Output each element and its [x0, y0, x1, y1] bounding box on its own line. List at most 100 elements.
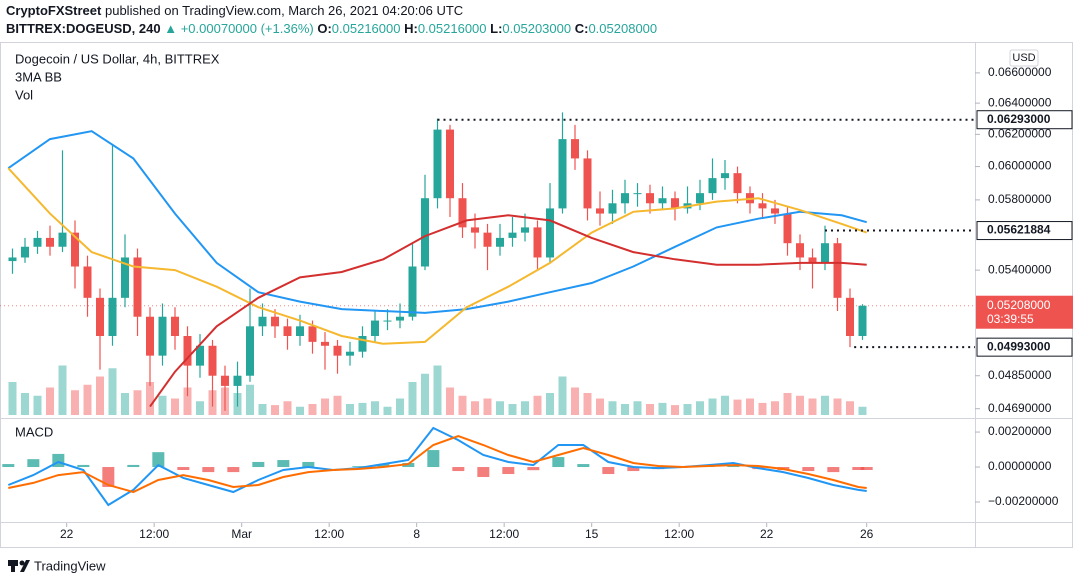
candle-body: [721, 173, 729, 179]
candle-body: [833, 243, 842, 298]
volume-bar: [183, 387, 192, 415]
candle-body: [583, 158, 592, 209]
volume-bar: [158, 395, 167, 415]
volume-bar: [283, 401, 292, 415]
x-tick-label: 12:00: [139, 527, 169, 541]
volume-bar: [658, 402, 667, 415]
volume-bar: [833, 398, 842, 415]
candle-body: [108, 297, 117, 337]
volume-bar: [846, 401, 854, 415]
price-level-box: [976, 110, 1073, 130]
ohlc-label: C:: [575, 21, 589, 36]
y-tick-label: 0.06600000: [988, 65, 1052, 79]
volume-bar: [483, 398, 492, 415]
volume-bar: [458, 395, 467, 415]
volume-bar: [396, 398, 404, 415]
indicator-line: [8, 435, 867, 494]
candle-body: [671, 198, 679, 209]
volume-bar: [346, 404, 354, 415]
volume-bar: [383, 406, 392, 415]
volume-bar: [333, 395, 342, 415]
candle-body: [646, 193, 654, 204]
x-tick-label: 12:00: [314, 527, 344, 541]
candle-body: [433, 129, 442, 199]
histogram-bar: [177, 467, 190, 470]
candle-body: [158, 316, 167, 356]
histogram-bar: [477, 467, 490, 477]
candle-body: [846, 297, 854, 337]
volume-bar: [471, 401, 479, 415]
volume-bar: [746, 398, 754, 415]
volume-bar: [33, 395, 42, 415]
histogram-bar: [852, 467, 865, 470]
volume-bar: [708, 398, 717, 415]
candle-body: [758, 203, 767, 209]
candle-body: [96, 297, 104, 337]
candle-body: [21, 246, 29, 258]
y-tick-label: 0.04850000: [988, 368, 1052, 382]
volume-bar: [608, 401, 617, 415]
histogram-bar: [552, 457, 565, 468]
histogram-bar: [502, 467, 515, 475]
ohlc-label: O:: [317, 21, 331, 36]
indicator-label: 3MA BB: [15, 69, 62, 84]
volume-bar: [446, 387, 454, 415]
candle-body: [733, 173, 742, 194]
candle-body: [571, 139, 579, 159]
volume-bar: [196, 401, 204, 415]
histogram-bar: [577, 464, 590, 468]
candle-body: [708, 178, 717, 194]
histogram-bar: [227, 467, 240, 473]
candle-body: [496, 237, 504, 247]
currency-box: [1009, 49, 1039, 67]
candle-body: [783, 213, 792, 244]
volume-bar: [733, 399, 742, 415]
histogram-bar: [2, 464, 15, 468]
volume-bar: [646, 404, 654, 415]
volume-bar: [433, 365, 442, 415]
candle-body: [471, 227, 479, 233]
volume-bar: [58, 365, 67, 415]
volume-bar: [558, 376, 567, 415]
volume-bar: [758, 402, 767, 415]
volume-bar: [96, 376, 104, 415]
last-price-countdown: 03:39:55: [987, 312, 1034, 326]
candle-body: [258, 316, 267, 327]
symbol-line: BITTREX:DOGEUSD, 240 ▲ +0.00070000 (+1.3…: [6, 21, 657, 36]
candle-body: [233, 375, 242, 386]
y-tick-label: 0.04690000: [988, 401, 1052, 415]
candle-body: [533, 227, 542, 258]
candle-body: [283, 326, 292, 337]
candle-body: [521, 227, 529, 233]
ohlc-value: 0.05203000: [502, 21, 571, 36]
chart-title: Dogecoin / US Dollar, 4h, BITTREX: [15, 51, 220, 66]
candle-body: [483, 232, 492, 247]
candle-body: [558, 139, 567, 209]
candle-body: [221, 375, 229, 386]
brand-logo: [8, 560, 30, 572]
volume-bar: [671, 405, 679, 415]
histogram-bar: [827, 467, 840, 473]
candle-body: [46, 237, 54, 247]
candle-body: [508, 232, 517, 238]
candle-body: [196, 345, 204, 366]
candle-body: [146, 316, 154, 356]
candle-body: [633, 193, 642, 195]
histogram-bar: [52, 453, 65, 468]
candle-body: [546, 208, 554, 258]
last-price-label: 0.05208000: [987, 298, 1051, 312]
candle-body: [383, 320, 392, 322]
price-level-label: 0.04993000: [987, 339, 1051, 353]
volume-bar: [321, 398, 329, 415]
candle-body: [621, 193, 629, 204]
candle-body: [183, 336, 192, 366]
candle-body: [696, 193, 704, 204]
x-tick-label: 12:00: [489, 527, 519, 541]
ohlc-value: 0.05216000: [418, 21, 487, 36]
price-level-label: 0.05621884: [987, 223, 1051, 237]
candle-body: [133, 257, 142, 317]
macd-title: MACD: [15, 424, 53, 439]
candle-body: [858, 305, 867, 337]
